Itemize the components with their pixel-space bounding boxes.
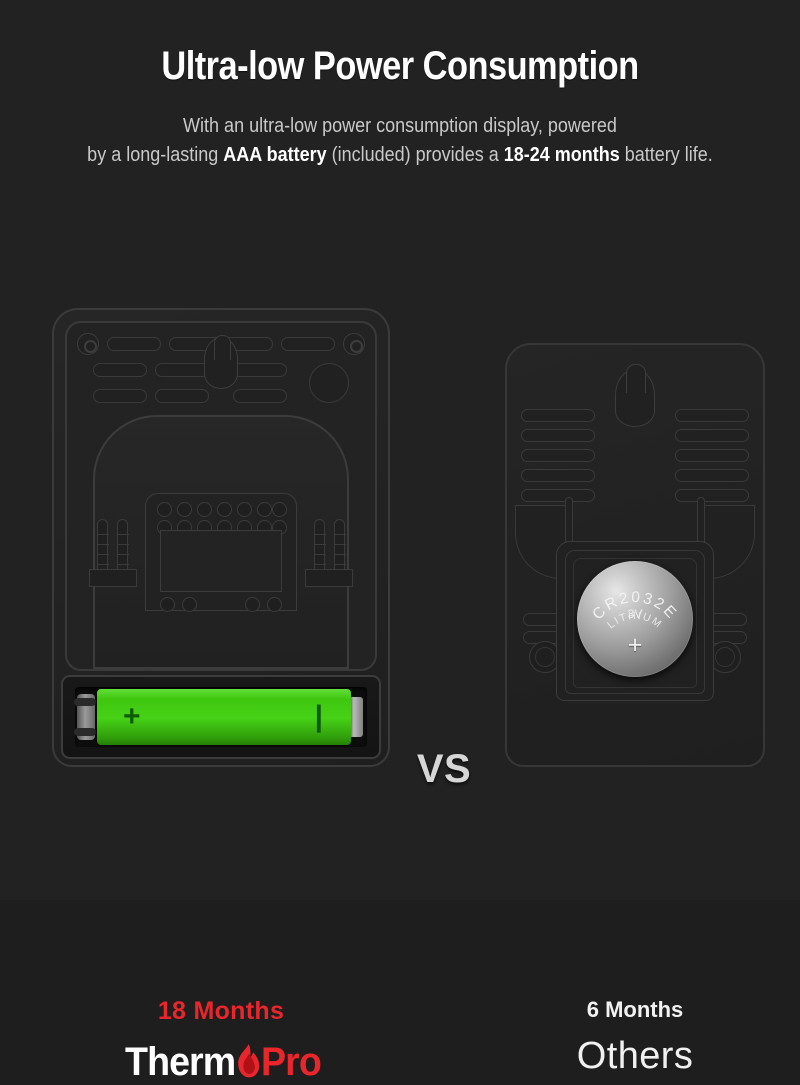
vent-slot [93,389,147,403]
device-inner-shell [65,321,377,671]
logo-text-therm: Therm [124,1040,236,1084]
vent-slot [233,389,287,403]
vent-slat [675,409,749,422]
vent-slat [521,489,595,502]
contact-rail [116,519,129,571]
header-section: Ultra-low Power Consumption With an ultr… [0,0,800,170]
subtitle-line-1: With an ultra-low power consumption disp… [183,115,617,137]
vent-slat [675,469,749,482]
vent-dot [245,597,260,612]
vent-dot [177,502,192,517]
versus-divider: VS [416,747,472,791]
vent-dot [237,502,252,517]
battery-well: + | [74,687,367,747]
battery-plus-mark: + [123,700,141,733]
battery-door-ring-inner [573,558,697,688]
vent-slot [155,363,209,377]
subtitle-strong-duration: 18-24 months [503,144,620,167]
thermopro-duration-label: 18 Months [157,997,285,1025]
aaa-battery-compartment: + | [61,675,381,759]
contact-rail [96,519,109,571]
competitor-duration-label: 6 Months [586,997,684,1022]
subtitle-line-2: by a long-lasting AAA battery (included)… [40,141,760,170]
vent-slat [675,489,749,502]
competitor-name-label: Others [576,1035,694,1077]
battery-positive-contact [347,697,363,737]
contact-rail [313,519,326,571]
screw-hole-icon [343,333,365,355]
sensor-port-icon [309,363,349,403]
vent-slat [521,469,595,482]
logo-text-pro: Pro [260,1040,322,1084]
contact-rail-base [305,569,353,587]
competitor-outer-shell: CR2032E LITHIUM 3V + [505,343,765,767]
wall-mount-keyhole-icon [615,364,655,427]
vent-slot [155,389,209,403]
competitor-caption: 6 Months Others [505,997,765,1077]
comparison-stage: + | VS [0,255,800,1084]
device-inner-panel [145,493,297,612]
vent-dot [160,597,175,612]
vent-slot [93,363,147,377]
vent-dot [217,502,232,517]
vent-slot [107,337,161,351]
aaa-battery: + | [97,689,351,745]
vent-dot [182,597,197,612]
battery-negative-spring [74,694,96,740]
display-cavity [160,530,282,592]
vent-slat [675,429,749,442]
vent-slot [233,363,287,377]
svg-text:3V: 3V [628,607,643,621]
vent-dot [267,597,282,612]
subtitle-text-part3: battery life. [619,144,713,167]
competitor-device-illustration: CR2032E LITHIUM 3V + [505,343,765,767]
cr2032-coin-cell-battery: CR2032E LITHIUM 3V + [577,561,693,677]
battery-minus-mark: | [314,700,323,733]
contact-rail-base [89,569,137,587]
contact-rail [333,519,346,571]
vent-dot [272,502,287,517]
subtitle-text-part1: by a long-lasting [87,144,224,167]
vent-slat [521,409,595,422]
coin-cell-plus-mark: + [627,631,643,659]
page-title: Ultra-low Power Consumption [161,44,639,88]
vent-dot [197,502,212,517]
vent-slot [281,337,335,351]
subtitle-text-part2: (included) provides a [326,144,504,167]
vent-slat [521,429,595,442]
wall-mount-keyhole-icon [204,335,238,389]
flame-icon [237,1044,259,1078]
vent-dot [157,502,172,517]
thermopro-device-illustration: + | [52,308,390,767]
vent-slat [675,449,749,462]
screw-hole-icon [77,333,99,355]
thermopro-caption: 18 Months Therm Pro [52,997,390,1085]
subtitle-strong-aaa-battery: AAA battery [223,144,327,167]
battery-door-ring [565,550,705,694]
vent-dot [257,502,272,517]
vent-slat [521,449,595,462]
thermopro-logo: Therm Pro [118,1040,325,1085]
coin-cell-engraving: CR2032E LITHIUM 3V [589,589,678,631]
